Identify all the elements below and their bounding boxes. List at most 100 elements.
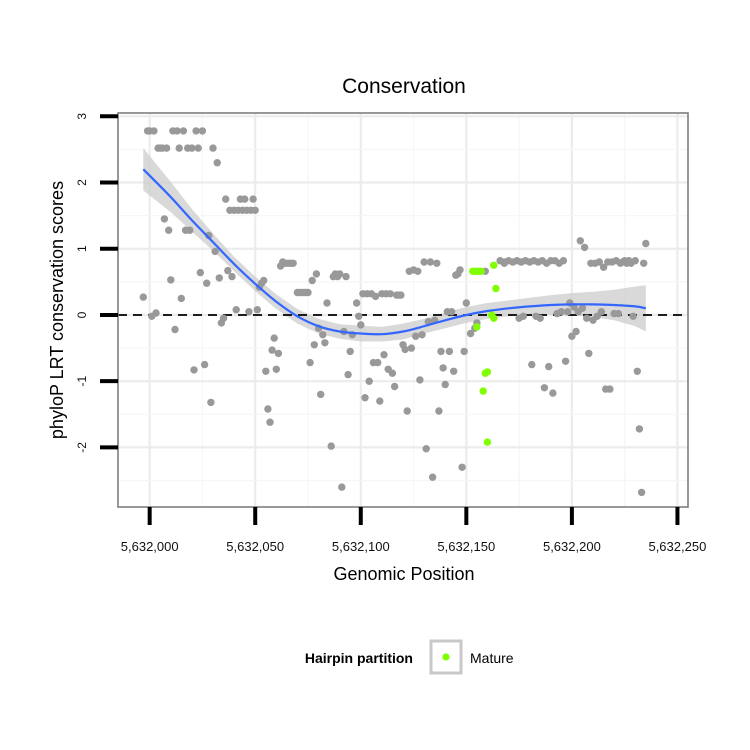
point-mature-5 (473, 323, 481, 331)
point-other-26 (196, 268, 204, 277)
point-other-107 (374, 358, 382, 367)
point-other-126 (414, 267, 422, 275)
point-other-211 (629, 312, 637, 320)
point-mature-11 (492, 284, 500, 293)
point-mature-13 (490, 314, 498, 322)
legend-title: Hairpin partition (305, 650, 413, 666)
point-other-63 (274, 349, 283, 358)
point-mature-6 (479, 387, 487, 395)
point-other-138 (439, 364, 447, 372)
point-other-215 (637, 488, 646, 497)
y-tick-label-1: -1 (75, 376, 89, 387)
point-other-133 (428, 473, 437, 481)
y-tick-label-3: 1 (75, 245, 89, 252)
point-other-139 (441, 380, 449, 389)
point-other-85 (323, 299, 331, 307)
point-mature-4 (477, 267, 485, 275)
point-other-59 (266, 418, 274, 426)
point-mature-10 (490, 261, 498, 269)
point-other-128 (418, 331, 426, 339)
point-other-35 (215, 274, 223, 282)
point-other-34 (213, 159, 221, 167)
point-other-12 (167, 276, 175, 284)
point-other-163 (528, 360, 536, 369)
point-other-47 (241, 195, 249, 203)
point-other-43 (232, 306, 240, 314)
point-other-213 (633, 367, 641, 375)
point-other-190 (585, 349, 593, 358)
point-other-98 (355, 312, 363, 320)
point-other-53 (253, 306, 261, 314)
point-other-187 (578, 304, 587, 312)
point-other-82 (317, 390, 325, 399)
point-other-28 (200, 360, 209, 369)
y-tick-label-0: -2 (75, 442, 89, 453)
point-other-186 (576, 237, 584, 245)
point-other-99 (357, 321, 365, 329)
point-other-135 (433, 259, 441, 267)
point-other-0 (139, 293, 147, 301)
point-other-108 (376, 397, 384, 405)
legend-label-mature: Mature (470, 650, 514, 666)
point-other-137 (437, 347, 445, 356)
point-other-115 (390, 382, 399, 391)
x-tick-label-4: 5,632,200 (543, 539, 601, 554)
x-tick-label-0: 5,632,000 (121, 539, 179, 554)
point-other-101 (361, 394, 369, 402)
confidence-ribbon (143, 148, 646, 342)
point-other-16 (175, 144, 183, 152)
point-other-80 (312, 270, 321, 278)
point-other-141 (445, 347, 454, 356)
point-other-200 (606, 385, 614, 393)
point-other-70 (289, 259, 297, 267)
point-other-37 (219, 314, 228, 322)
point-other-197 (599, 263, 608, 271)
point-other-9 (160, 215, 169, 223)
smooth-fit-line (142, 168, 647, 336)
point-other-11 (165, 226, 173, 234)
x-tick-label-1: 5,632,050 (226, 539, 284, 554)
x-tick-label-2: 5,632,100 (332, 539, 390, 554)
point-other-121 (403, 407, 411, 415)
y-tick-label-4: 2 (75, 179, 89, 186)
point-other-188 (580, 243, 589, 252)
point-other-189 (583, 314, 591, 322)
point-other-78 (308, 276, 316, 285)
point-mature-9 (483, 438, 492, 446)
point-other-15 (173, 127, 181, 135)
point-other-58 (264, 405, 272, 413)
point-other-195 (595, 258, 603, 266)
point-other-60 (268, 346, 276, 354)
point-other-61 (270, 334, 278, 342)
point-other-22 (188, 144, 196, 152)
point-other-49 (245, 308, 253, 316)
point-other-148 (460, 347, 468, 356)
point-other-18 (179, 127, 188, 135)
x-tick-label-3: 5,632,150 (437, 539, 495, 554)
point-other-17 (177, 294, 185, 303)
point-other-132 (426, 258, 435, 266)
point-other-125 (412, 332, 420, 340)
point-mature-8 (483, 368, 492, 376)
point-other-10 (162, 144, 171, 152)
point-other-214 (635, 425, 644, 433)
point-other-57 (262, 367, 270, 375)
point-other-177 (557, 308, 565, 316)
point-other-29 (203, 279, 211, 287)
point-other-83 (319, 331, 327, 339)
point-other-39 (224, 266, 232, 275)
point-other-90 (336, 270, 344, 278)
point-other-169 (540, 384, 549, 392)
point-other-173 (549, 389, 557, 397)
point-other-62 (272, 365, 280, 373)
point-other-27 (198, 127, 207, 135)
y-tick-label-5: 3 (75, 113, 89, 120)
point-other-147 (458, 463, 466, 471)
point-other-110 (380, 351, 388, 359)
point-other-123 (407, 344, 416, 352)
point-other-149 (462, 299, 470, 307)
smooth-fit-layer (142, 168, 647, 336)
point-other-171 (545, 362, 553, 371)
